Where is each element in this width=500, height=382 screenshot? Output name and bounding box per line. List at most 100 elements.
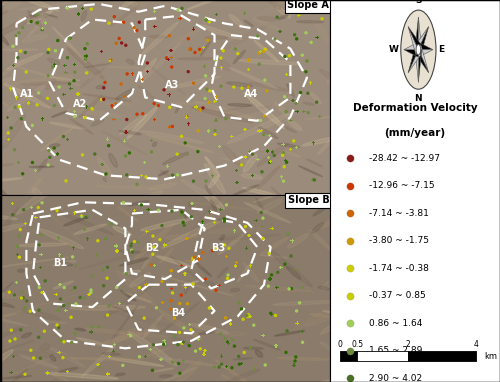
Ellipse shape [258,127,278,139]
Ellipse shape [280,94,294,104]
Ellipse shape [206,196,226,208]
Point [164,163,172,169]
Ellipse shape [38,229,84,249]
Polygon shape [404,50,418,57]
Point [55,84,63,90]
Ellipse shape [79,95,102,117]
Point [282,108,290,115]
Ellipse shape [244,347,264,350]
Ellipse shape [176,361,201,382]
Point [186,343,194,349]
Ellipse shape [204,163,225,193]
Point [232,263,239,269]
Point [242,223,250,230]
Point [189,281,197,287]
Point [74,11,82,17]
Ellipse shape [109,153,118,167]
Point [292,100,300,107]
Point [64,300,72,306]
Ellipse shape [310,314,330,317]
Point [21,371,29,377]
Ellipse shape [146,134,214,153]
Point [216,143,224,149]
Point [244,314,252,320]
Point [14,243,22,249]
Ellipse shape [320,69,366,102]
Ellipse shape [221,374,241,382]
Point [117,81,125,87]
Ellipse shape [142,253,153,269]
Ellipse shape [84,63,111,68]
Point [287,118,295,124]
Point [168,172,176,178]
Point [138,172,146,178]
Ellipse shape [258,166,280,188]
Point [295,12,303,18]
Ellipse shape [74,224,106,235]
Ellipse shape [278,143,299,147]
Ellipse shape [0,49,39,50]
Point [88,324,96,330]
Point [287,253,295,259]
Bar [408,351,476,361]
Point [170,315,178,321]
Ellipse shape [29,166,54,168]
Ellipse shape [0,300,14,308]
Point [164,56,172,62]
Point [82,70,90,76]
Ellipse shape [38,159,48,172]
Point [248,151,256,157]
Ellipse shape [205,185,216,204]
Point [92,252,100,258]
Ellipse shape [102,131,146,155]
Point [265,250,273,256]
Point [230,228,238,234]
Point [254,33,262,39]
Point [142,353,150,359]
Text: -12.96 ~ -7.15: -12.96 ~ -7.15 [369,181,434,190]
Point [116,301,124,307]
Ellipse shape [54,210,114,235]
Point [104,136,112,142]
Text: -0.37 ~ 0.85: -0.37 ~ 0.85 [369,291,426,300]
Ellipse shape [162,219,223,248]
Point [246,263,254,269]
Point [32,215,40,221]
Ellipse shape [286,84,294,97]
Ellipse shape [22,309,60,320]
Ellipse shape [306,287,314,293]
Point [82,53,90,59]
Point [14,55,22,61]
Ellipse shape [140,131,203,143]
Ellipse shape [23,34,48,42]
Point [6,338,14,344]
Ellipse shape [185,260,202,267]
Point [272,343,280,349]
Point [96,364,104,370]
Point [282,157,290,163]
Point [180,222,188,228]
Point [109,348,117,354]
Point [284,231,292,237]
Ellipse shape [82,346,115,377]
Point [346,320,354,326]
Point [238,306,246,312]
Point [203,86,211,92]
Ellipse shape [257,17,278,21]
Point [147,138,155,144]
Circle shape [401,10,436,89]
Text: A4: A4 [244,89,258,99]
Point [217,83,225,89]
Point [102,236,110,242]
Point [183,235,191,241]
Point [170,333,178,339]
Polygon shape [418,50,422,83]
Point [232,168,240,174]
Point [194,128,202,134]
Polygon shape [416,27,428,50]
Point [88,106,96,112]
Point [56,252,64,258]
Point [266,159,274,165]
Ellipse shape [278,15,288,19]
Ellipse shape [181,180,234,211]
